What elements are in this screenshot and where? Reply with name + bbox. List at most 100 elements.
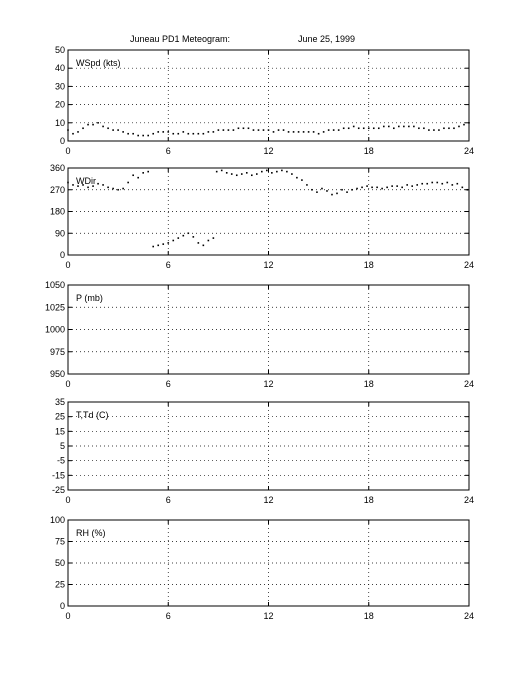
x-tick-label: 6 xyxy=(166,611,171,621)
wind-direction-data-point xyxy=(162,243,165,245)
wind-direction-data-point xyxy=(117,188,119,191)
y-tick-label: 35 xyxy=(55,397,65,407)
wind-speed-data-point xyxy=(232,129,235,131)
wind-direction-data-point xyxy=(240,173,243,175)
x-tick-label: 0 xyxy=(65,379,70,389)
y-tick-label: 0 xyxy=(60,136,65,146)
wind-speed-data-point xyxy=(448,127,450,130)
wind-speed-data-point xyxy=(272,131,275,133)
wind-speed-data-point xyxy=(132,132,134,135)
relative-humidity-label: RH (%) xyxy=(76,528,106,538)
y-tick-label: 90 xyxy=(55,228,65,238)
figure-title-date: June 25, 1999 xyxy=(298,34,355,44)
x-tick-label: 6 xyxy=(166,495,171,505)
wind-speed-data-point xyxy=(357,127,360,130)
wind-speed-label: WSpd (kts) xyxy=(76,58,121,68)
wind-speed-data-point xyxy=(327,129,330,131)
wind-direction-data-point xyxy=(266,169,268,172)
wind-speed-data-point xyxy=(207,131,210,133)
y-tick-label: 1025 xyxy=(45,302,65,312)
wind-direction-data-point xyxy=(371,186,373,189)
wind-direction-data-point xyxy=(187,232,190,235)
wind-direction-data-point xyxy=(281,169,283,172)
wind-direction-data-point xyxy=(426,182,429,185)
wind-speed-data-point xyxy=(192,132,195,135)
wind-speed-data-point xyxy=(267,129,270,131)
wind-speed-data-point xyxy=(157,131,160,133)
wind-speed-data-point xyxy=(197,132,200,135)
y-tick-label: 950 xyxy=(50,369,65,379)
wind-direction-data-point xyxy=(261,170,263,173)
y-tick-label: 25 xyxy=(55,412,65,422)
wind-direction-data-point xyxy=(225,172,228,174)
wind-speed-data-point xyxy=(413,125,415,128)
wind-speed-data-point xyxy=(403,125,405,128)
wind-direction-data-point xyxy=(87,186,89,189)
wind-direction-data-point xyxy=(421,182,424,185)
wind-speed-data-point xyxy=(202,132,205,135)
wind-direction-data-point xyxy=(167,242,170,244)
wind-direction-panel: 0 6 12 18 24 0 90 180 270 360 WDir xyxy=(50,163,474,270)
temperature-dewpoint-label: T,Td (C) xyxy=(76,410,109,420)
figure-title-station: Juneau PD1 Meteogram: xyxy=(130,34,230,44)
wind-direction-data-point xyxy=(301,179,303,181)
x-tick-label: 24 xyxy=(464,379,474,389)
wind-direction-data-point xyxy=(376,186,378,189)
wind-direction-data-point xyxy=(152,245,155,248)
wind-direction-data-point xyxy=(406,184,408,186)
wind-speed-data-point xyxy=(352,125,355,128)
wind-speed-data-point xyxy=(382,125,385,128)
wind-speed-data-point xyxy=(408,125,410,128)
wind-direction-data-point xyxy=(182,234,185,237)
wind-direction-data-point xyxy=(361,186,363,189)
y-tick-label: 1000 xyxy=(45,325,65,335)
x-tick-label: 12 xyxy=(263,495,273,505)
y-tick-label: -25 xyxy=(52,485,65,495)
wind-speed-data-point xyxy=(227,129,230,131)
wind-direction-data-point xyxy=(142,172,144,174)
wind-speed-data-point xyxy=(67,129,69,131)
wind-direction-data-point xyxy=(202,244,205,247)
wind-direction-data-point xyxy=(245,172,248,174)
wind-direction-data-point xyxy=(396,185,398,187)
wind-speed-data-point xyxy=(423,127,425,130)
wind-speed-data-point xyxy=(77,131,79,133)
wind-direction-data-point xyxy=(386,186,388,189)
wind-speed-data-point xyxy=(468,122,470,124)
wind-speed-data-point xyxy=(287,131,290,133)
wind-direction-data-point xyxy=(451,184,454,186)
wind-direction-data-point xyxy=(82,184,84,186)
wind-direction-data-point xyxy=(356,187,358,190)
wind-direction-data-point xyxy=(321,187,323,190)
wind-speed-data-point xyxy=(97,122,99,124)
wind-speed-data-point xyxy=(443,127,445,130)
x-tick-label: 24 xyxy=(464,260,474,270)
wind-direction-data-point xyxy=(77,185,79,187)
wind-speed-data-point xyxy=(398,125,400,128)
wind-speed-data-point xyxy=(317,132,320,135)
wind-direction-data-point xyxy=(416,184,419,186)
wind-speed-data-point xyxy=(282,129,285,131)
wind-speed-data-point xyxy=(217,129,220,131)
wind-speed-data-point xyxy=(72,132,74,135)
wind-direction-data-point xyxy=(67,181,69,184)
wind-speed-data-point xyxy=(367,127,370,130)
wind-direction-data-point xyxy=(172,239,175,242)
wind-speed-data-point xyxy=(162,131,165,133)
wind-speed-data-point xyxy=(322,131,325,133)
wind-direction-data-point xyxy=(122,187,124,190)
wind-speed-data-point xyxy=(418,127,420,130)
wind-speed-data-point xyxy=(428,129,430,131)
wind-speed-data-point xyxy=(377,127,380,130)
wind-direction-data-point xyxy=(177,237,180,239)
wind-speed-data-point xyxy=(187,132,190,135)
y-tick-label: 15 xyxy=(55,426,65,436)
x-tick-label: 6 xyxy=(166,379,171,389)
wind-direction-data-point xyxy=(97,182,99,185)
wind-direction-data-point xyxy=(107,186,109,189)
y-tick-label: -15 xyxy=(52,470,65,480)
wind-speed-data-point xyxy=(237,127,240,130)
wind-speed-data-point xyxy=(87,123,89,126)
wind-direction-data-point xyxy=(230,173,233,175)
wind-speed-data-point xyxy=(307,131,310,133)
